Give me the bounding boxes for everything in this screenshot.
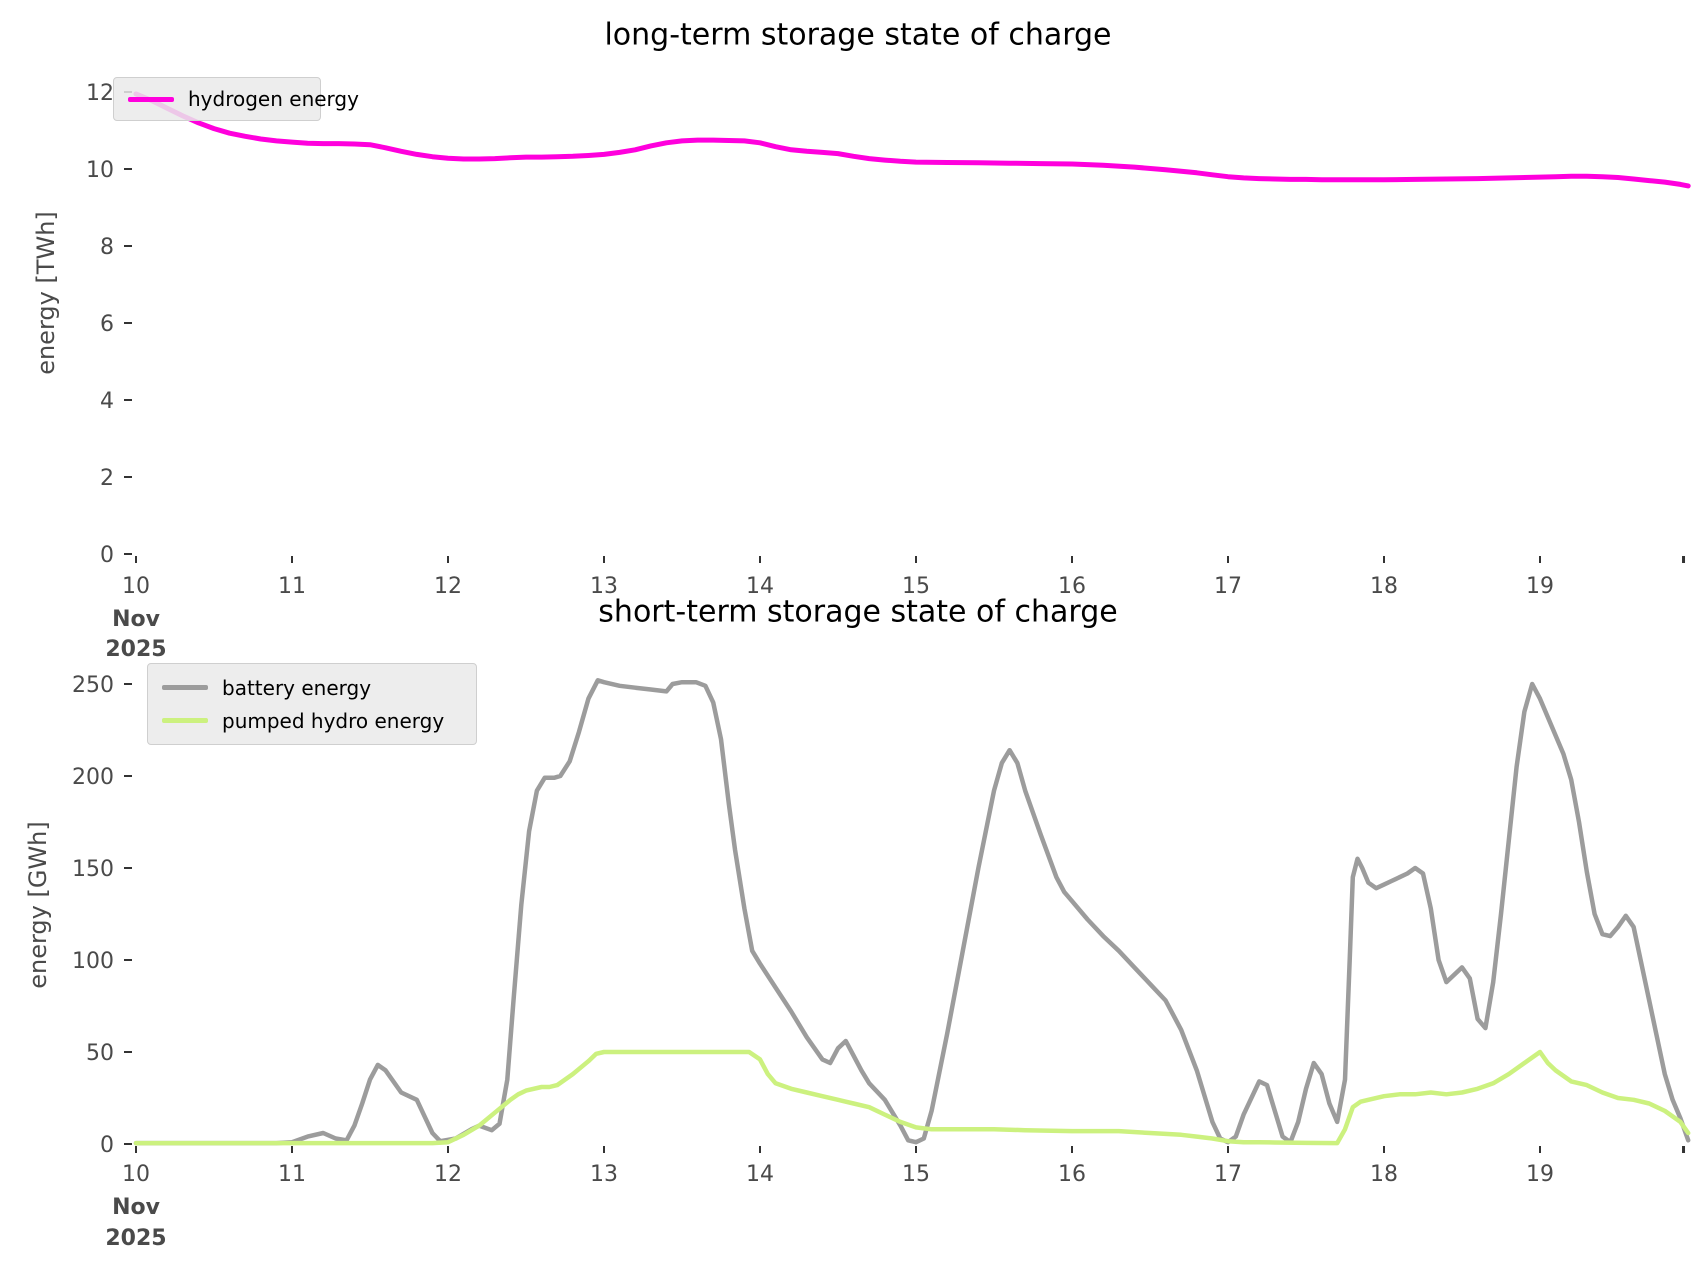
chart2-legend: battery energy pumped hydro energy bbox=[147, 663, 477, 745]
y-tick-label: 12 bbox=[86, 81, 114, 106]
x-tick-label: 13 bbox=[590, 574, 618, 599]
x-tick-label: 16 bbox=[1058, 574, 1086, 599]
y-tick-label: 0 bbox=[100, 543, 114, 568]
x-tick-label: 18 bbox=[1370, 574, 1398, 599]
hydrogen-energy-line bbox=[133, 91, 1691, 189]
y-tick-label: 100 bbox=[72, 949, 114, 974]
x-tick-label: 15 bbox=[902, 574, 930, 599]
x-tick-label: 19 bbox=[1526, 574, 1554, 599]
x-axis-date-sublabel: 2025 bbox=[105, 637, 166, 662]
y-tick-label: 50 bbox=[86, 1041, 114, 1066]
chart2-title: short-term storage state of charge bbox=[598, 594, 1118, 630]
x-tick-label: 14 bbox=[746, 1162, 774, 1187]
chart2-y-axis-label: energy [GWh] bbox=[24, 821, 52, 989]
x-tick-label: 17 bbox=[1214, 574, 1242, 599]
x-tick-label: 14 bbox=[746, 574, 774, 599]
y-tick-label: 6 bbox=[100, 312, 114, 337]
legend-item-hydrogen: hydrogen energy bbox=[128, 87, 359, 111]
x-tick-label: 12 bbox=[434, 574, 462, 599]
x-tick-label: 17 bbox=[1214, 1162, 1242, 1187]
x-tick-label: 18 bbox=[1370, 1162, 1398, 1187]
y-tick-label: 250 bbox=[72, 673, 114, 698]
x-tick-label: 13 bbox=[590, 1162, 618, 1187]
x-tick-label: 10 bbox=[122, 574, 150, 599]
x-tick-label: 16 bbox=[1058, 1162, 1086, 1187]
pumped-hydro-energy-line bbox=[133, 1049, 1691, 1146]
x-tick-label: 11 bbox=[278, 1162, 306, 1187]
y-tick-label: 150 bbox=[72, 857, 114, 882]
chart1-y-axis-label: energy [TWh] bbox=[32, 211, 60, 375]
x-tick-label: 10 bbox=[122, 1162, 150, 1187]
y-tick-label: 8 bbox=[100, 235, 114, 260]
x-tick-label: 15 bbox=[902, 1162, 930, 1187]
y-tick-label: 10 bbox=[86, 158, 114, 183]
x-tick-label: 11 bbox=[278, 574, 306, 599]
hydrogen-line-swatch bbox=[128, 96, 174, 102]
legend-label: hydrogen energy bbox=[188, 87, 359, 111]
x-axis-date-sublabel: Nov bbox=[112, 1195, 161, 1220]
pumped-hydro-line-swatch bbox=[162, 718, 208, 723]
chart1-title: long-term storage state of charge bbox=[604, 17, 1112, 53]
y-tick-label: 0 bbox=[100, 1133, 114, 1158]
y-tick-label: 2 bbox=[100, 466, 114, 491]
battery-line-swatch bbox=[162, 685, 208, 690]
x-axis-date-sublabel: 2025 bbox=[105, 1226, 166, 1251]
battery-energy-line bbox=[133, 678, 1691, 1146]
legend-label: battery energy bbox=[222, 675, 372, 700]
chart1-legend: hydrogen energy bbox=[113, 77, 359, 121]
legend-item-pumped-hydro: pumped hydro energy bbox=[162, 709, 462, 733]
legend-item-battery: battery energy bbox=[162, 676, 462, 700]
y-tick-label: 4 bbox=[100, 389, 114, 414]
y-tick-label: 200 bbox=[72, 765, 114, 790]
x-axis-date-sublabel: Nov bbox=[112, 607, 161, 632]
x-tick-label: 12 bbox=[434, 1162, 462, 1187]
x-tick-label: 19 bbox=[1526, 1162, 1554, 1187]
legend-label: pumped hydro energy bbox=[222, 708, 445, 733]
